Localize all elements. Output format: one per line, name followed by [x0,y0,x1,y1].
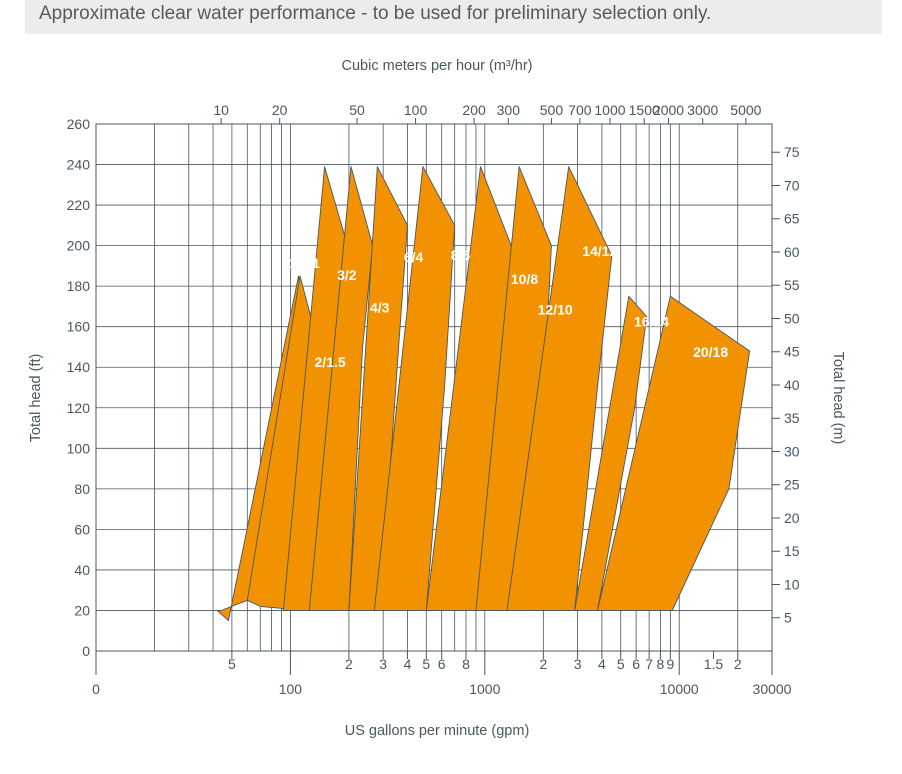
y-tick-label-left: 100 [67,440,91,456]
y-tick-label-left: 140 [67,359,91,375]
curve-4-3 [308,166,374,611]
top-tick-label: 700 [568,102,592,118]
curve-14-12 [506,166,613,611]
y-tick-label-left: 200 [67,238,91,254]
y-tick-label-right: 65 [784,211,800,227]
y-tick-label-right: 10 [784,576,800,592]
header-bar: Approximate clear water performance - to… [25,0,882,34]
x-minor-tick-label: 9 [666,656,674,672]
top-tick-label: 10 [213,102,229,118]
x-minor-tick-label: 6 [632,656,640,672]
y-tick-label-right: 35 [784,410,800,426]
curve-label: 20/18 [693,344,728,360]
top-axis-title: Cubic meters per hour (m³/hr) [342,58,533,74]
x-minor-tick-label: 3 [379,656,387,672]
curve-20-18 [597,295,751,611]
x-minor-tick-label: 4 [598,656,606,672]
y-tick-label-left: 20 [74,602,90,618]
curve-label: 6/4 [404,249,424,265]
y-tick-label-left: 120 [67,400,91,416]
y-tick-label-left: 60 [74,521,90,537]
x-minor-tick-label: 3 [574,656,582,672]
curve-label: 3/2 [337,267,357,283]
y-tick-label-right: 60 [784,244,800,260]
curve-label: 4/3 [370,300,390,316]
x-minor-tick-label: 8 [462,656,470,672]
bottom-axis-title: US gallons per minute (gpm) [345,723,530,739]
x-major-tick-label: 10000 [660,681,699,697]
y-tick-label-right: 15 [784,543,800,559]
top-tick-label: 3000 [687,102,718,118]
y-tick-label-left: 220 [67,197,91,213]
x-minor-tick-label: 6 [438,656,446,672]
x-minor-tick-label: 2 [539,656,547,672]
curve-label: 14/12 [582,243,617,259]
header-text: Approximate clear water performance - to… [39,3,712,24]
curve-layer [216,166,751,622]
y-tick-label-left: 40 [74,562,90,578]
right-axis-title: Total head (m) [830,352,846,445]
y-tick-label-right: 20 [784,510,800,526]
x-minor-tick-label: 5 [422,656,430,672]
x-minor-tick-label: 5 [617,656,625,672]
top-tick-label: 100 [404,102,428,118]
y-tick-label-left: 260 [67,116,91,132]
top-tick-label: 50 [349,102,365,118]
top-tick-label: 20 [272,102,288,118]
left-axis-title: Total head (ft) [28,354,44,443]
top-tick-label: 1000 [594,102,625,118]
y-tick-label-left: 180 [67,278,91,294]
top-tick-label: 500 [540,102,564,118]
y-tick-label-left: 160 [67,319,91,335]
curve-8-6 [373,166,456,611]
y-tick-label-left: 0 [82,643,90,659]
x-minor-tick-label: 8 [657,656,665,672]
curve-label: 12/10 [538,302,573,318]
top-tick-label: 5000 [730,102,761,118]
x-minor-tick-label: 5 [228,656,236,672]
x-major-tick-label: 0 [92,681,100,697]
y-tick-label-right: 50 [784,310,800,326]
top-tick-label: 200 [462,102,486,118]
curve-labels: 1.5/1 2/1.5 3/2 4/3 6/4 8/6 10/812/10 14/12 16/1… [289,243,729,370]
top-tick-label: 300 [497,102,521,118]
y-tick-label-left: 240 [67,157,91,173]
y-tick-label-right: 75 [784,144,800,160]
y-tick-label-right: 45 [784,344,800,360]
curve-label: 16/14 [634,314,669,330]
x-minor-tick-label: 1.5 [704,656,724,672]
y-tick-label-right: 25 [784,477,800,493]
x-minor-tick-label: 7 [645,656,653,672]
y-tick-label-right: 55 [784,277,800,293]
y-tick-label-right: 70 [784,177,800,193]
curve-16-14 [574,295,648,611]
curve-label: 8/6 [451,247,471,263]
y-tick-label-right: 30 [784,443,800,459]
top-tick-label: 2000 [653,102,684,118]
x-major-tick-label: 30000 [753,681,792,697]
curve-label: 1.5/1 [289,255,320,271]
y-tick-label-right: 40 [784,377,800,393]
x-major-tick-label: 100 [279,681,303,697]
curve-label: 10/8 [511,271,538,287]
y-tick-label-left: 80 [74,481,90,497]
x-minor-tick-label: 4 [404,656,412,672]
curve-label: 2/1.5 [315,354,346,370]
x-minor-tick-label: 2 [345,656,353,672]
top-tick-label: 1500 [629,102,660,118]
plot-frame [95,123,773,652]
x-major-tick-label: 1000 [469,681,500,697]
x-minor-tick-label: 2 [734,656,742,672]
y-tick-label-right: 5 [784,610,792,626]
